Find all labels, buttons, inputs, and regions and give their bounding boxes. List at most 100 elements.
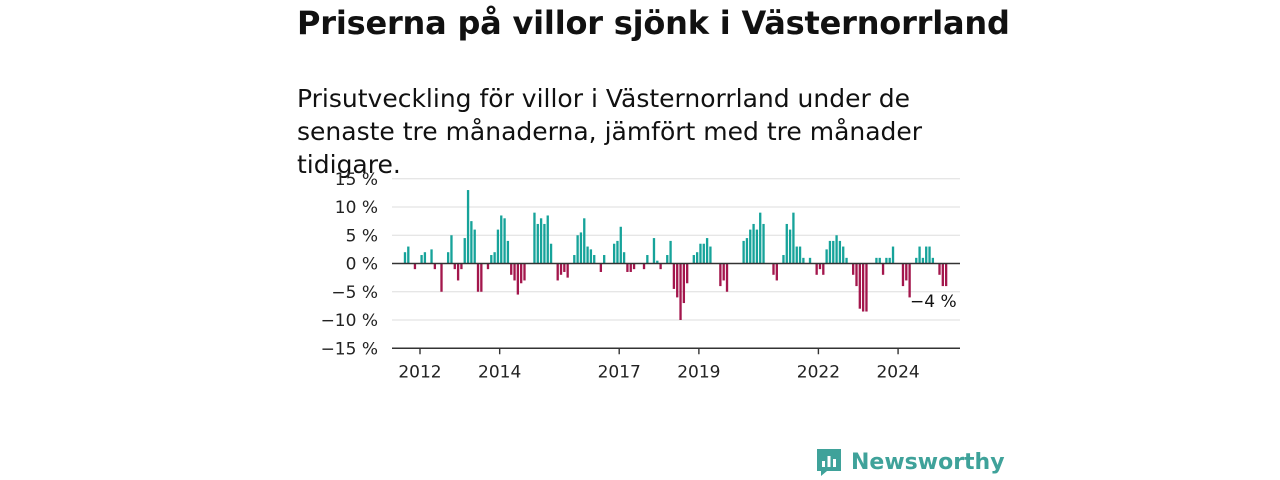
bar	[702, 243, 705, 264]
bar	[616, 240, 619, 264]
bar	[752, 223, 755, 264]
bar	[559, 263, 563, 275]
bar	[539, 218, 543, 264]
bar	[513, 263, 516, 281]
bar	[646, 255, 649, 264]
bar	[785, 223, 788, 264]
bar	[722, 263, 725, 281]
bar	[500, 215, 503, 264]
bar	[473, 229, 476, 264]
bar	[709, 246, 712, 264]
bar	[576, 235, 579, 264]
bar	[403, 252, 407, 264]
y-tick-label: 0 %	[346, 255, 378, 275]
bar	[795, 246, 798, 264]
y-axis-labels: 15 % 10 % 5 % 0 % −5 % −10 % −15 %	[321, 170, 378, 360]
bar	[749, 229, 752, 264]
bar	[759, 212, 762, 264]
bar	[506, 240, 510, 264]
bar	[881, 263, 885, 275]
bar	[586, 246, 589, 264]
bar	[802, 257, 805, 264]
bar	[915, 257, 918, 264]
bar	[692, 255, 695, 264]
bar	[808, 257, 812, 264]
bar	[659, 263, 662, 270]
bar	[556, 263, 559, 281]
bar	[905, 263, 908, 281]
bar	[944, 263, 948, 287]
bar	[543, 223, 546, 264]
bar	[593, 255, 596, 264]
bar	[725, 263, 729, 292]
bar	[772, 263, 775, 275]
bar	[566, 263, 569, 278]
bar	[742, 240, 745, 264]
bar	[928, 246, 931, 264]
bar	[523, 263, 526, 281]
bar	[762, 223, 765, 264]
x-tick-label: 2019	[677, 362, 720, 382]
bar	[822, 263, 825, 275]
bar	[745, 238, 749, 264]
bar	[516, 263, 520, 295]
chart-subtitle: Prisutveckling för villor i Västernorrla…	[297, 84, 923, 179]
bar	[666, 255, 669, 264]
bar	[885, 257, 888, 264]
bar	[686, 263, 689, 284]
bar	[579, 232, 583, 264]
bar	[599, 263, 603, 272]
bar	[782, 255, 785, 264]
bar	[603, 255, 606, 264]
bar	[679, 263, 682, 320]
bar	[520, 263, 523, 284]
bar	[865, 263, 868, 312]
bar	[549, 243, 553, 264]
bar	[496, 229, 500, 264]
bar	[546, 215, 549, 264]
bar	[845, 257, 848, 264]
bar	[480, 263, 483, 292]
bar	[503, 218, 506, 264]
bar	[878, 257, 881, 264]
bar	[446, 252, 450, 264]
bar	[825, 249, 828, 264]
x-axis-labels: 2012 2014 2017 2019 2022 2024	[398, 362, 919, 382]
bar	[619, 226, 622, 264]
bar	[407, 246, 410, 264]
bar	[858, 263, 861, 309]
bar	[656, 260, 659, 264]
bar	[642, 263, 646, 270]
bar	[510, 263, 513, 275]
x-tick-label: 2024	[876, 362, 919, 382]
bar	[622, 252, 626, 264]
bar	[705, 238, 709, 264]
bar	[921, 257, 925, 264]
bar	[676, 263, 679, 298]
y-tick-label: 5 %	[346, 226, 378, 246]
x-tick-label: 2022	[797, 362, 840, 382]
bar	[828, 240, 832, 264]
bar	[695, 252, 699, 264]
bar	[430, 249, 433, 264]
axes	[392, 262, 960, 355]
y-tick-label: 15 %	[335, 170, 378, 190]
bar	[453, 263, 456, 270]
bar	[456, 263, 460, 281]
bar	[835, 235, 838, 264]
bar	[573, 255, 576, 264]
bar	[925, 246, 928, 264]
bar	[533, 212, 536, 264]
x-tick-label: 2014	[478, 362, 521, 382]
bar	[931, 257, 935, 264]
bar	[476, 263, 480, 292]
bar	[818, 263, 822, 270]
bar	[788, 229, 792, 264]
bar	[908, 263, 911, 298]
bar	[682, 263, 686, 304]
bar	[626, 263, 629, 272]
bar	[755, 229, 759, 264]
last-value-annotation: −4 %	[910, 292, 957, 312]
bar	[719, 263, 722, 287]
x-tick-label: 2017	[598, 362, 641, 382]
